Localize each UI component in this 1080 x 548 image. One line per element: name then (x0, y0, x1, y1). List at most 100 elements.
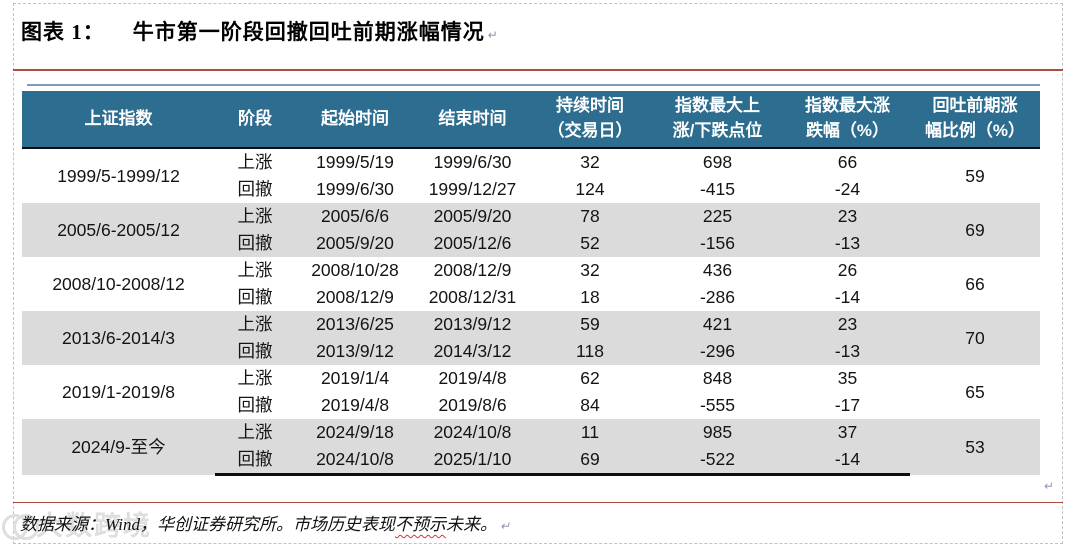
pct-cell: 37 (785, 419, 910, 446)
end-cell: 2008/12/9 (415, 257, 530, 284)
pct-cell: -17 (785, 392, 910, 419)
pct-cell: 23 (785, 311, 910, 338)
table-row: 回撤 1999/6/30 1999/12/27 124 -415 -24 (22, 176, 1040, 203)
stage-cell: 上涨 (215, 203, 295, 230)
data-source-note: 数据来源：Wind，华创证券研究所。市场历史表现不预示未来。 ↵ (20, 510, 510, 535)
days-cell: 78 (530, 203, 650, 230)
days-cell: 11 (530, 419, 650, 446)
start-cell: 2005/6/6 (295, 203, 415, 230)
stage-cell: 上涨 (215, 419, 295, 446)
giveback-cell: 66 (910, 257, 1040, 311)
pullback-table: 上证指数 阶段 起始时间 结束时间 持续时间 （交易日） 指数最大上 涨/下跌点位 … (22, 91, 1040, 476)
giveback-cell: 59 (910, 148, 1040, 203)
points-cell: -415 (650, 176, 785, 203)
source-text-end: 未来。 (445, 515, 497, 534)
points-cell: 848 (650, 365, 785, 392)
pct-cell: -14 (785, 284, 910, 311)
points-cell: 698 (650, 148, 785, 176)
points-cell: 436 (650, 257, 785, 284)
pct-cell: -14 (785, 446, 910, 476)
days-cell: 84 (530, 392, 650, 419)
col-header-stage: 阶段 (215, 91, 295, 149)
period-cell: 2019/1-2019/8 (22, 365, 215, 419)
table-row: 2013/6-2014/3 上涨 2013/6/25 2013/9/12 59 … (22, 311, 1040, 365)
table-top-blue-rule (27, 84, 1040, 86)
end-cell: 2005/9/20 (415, 203, 530, 230)
col-header-end: 结束时间 (415, 91, 530, 149)
stage-cell: 上涨 (215, 148, 295, 176)
points-cell: -156 (650, 230, 785, 257)
start-cell: 2019/4/8 (295, 392, 415, 419)
end-cell: 2008/12/31 (415, 284, 530, 311)
days-cell: 118 (530, 338, 650, 365)
points-cell: -522 (650, 446, 785, 476)
watermark-logo-icon (2, 514, 39, 540)
col-header-index: 上证指数 (22, 91, 215, 149)
col-header-pct: 指数最大涨 跌幅（%） (785, 91, 910, 149)
stage-cell: 上涨 (215, 311, 295, 338)
points-cell: 225 (650, 203, 785, 230)
col-header-giveback: 回吐前期涨 幅比例（%） (910, 91, 1040, 149)
days-cell: 52 (530, 230, 650, 257)
table-row: 回撤 2008/12/9 2008/12/31 18 -286 -14 (22, 284, 1040, 311)
pct-cell: 35 (785, 365, 910, 392)
stage-cell: 回撤 (215, 338, 295, 365)
period-cell: 2005/6-2005/12 (22, 203, 215, 257)
days-cell: 32 (530, 148, 650, 176)
spellcheck-squiggle-text: 不预示 (394, 515, 446, 534)
table-row: 2008/10-2008/12 上涨 2008/10/28 2008/12/9 … (22, 257, 1040, 311)
end-cell: 2013/9/12 (415, 311, 530, 338)
watermark-text: 大数跨境 (36, 511, 152, 541)
stage-cell: 回撤 (215, 284, 295, 311)
table-row: 2024/9-至今 上涨 2024/9/18 2024/10/8 11 985 … (22, 419, 1040, 475)
points-cell: -555 (650, 392, 785, 419)
pct-cell: 23 (785, 203, 910, 230)
start-cell: 2013/6/25 (295, 311, 415, 338)
figure-title-text: 牛市第一阶段回撤回吐前期涨幅情况 (132, 20, 485, 44)
table-row: 回撤 2019/4/8 2019/8/6 84 -555 -17 (22, 392, 1040, 419)
top-red-rule (13, 69, 1063, 71)
col-header-points: 指数最大上 涨/下跌点位 (650, 91, 785, 149)
giveback-cell: 70 (910, 311, 1040, 365)
table-row: 1999/5-1999/12 上涨 1999/5/19 1999/6/30 32… (22, 148, 1040, 203)
paragraph-mark-icon: ↵ (487, 28, 499, 42)
start-cell: 2008/10/28 (295, 257, 415, 284)
table-row: 回撤 2013/9/12 2014/3/12 118 -296 -13 (22, 338, 1040, 365)
end-cell: 2019/8/6 (415, 392, 530, 419)
bottom-red-rule (13, 502, 1063, 503)
end-cell: 2025/1/10 (415, 446, 530, 476)
end-cell: 1999/6/30 (415, 148, 530, 176)
stage-cell: 回撤 (215, 392, 295, 419)
period-cell: 1999/5-1999/12 (22, 148, 215, 203)
period-cell: 2013/6-2014/3 (22, 311, 215, 365)
giveback-cell: 53 (910, 419, 1040, 475)
stage-cell: 上涨 (215, 257, 295, 284)
pct-cell: -24 (785, 176, 910, 203)
pct-cell: -13 (785, 230, 910, 257)
days-cell: 62 (530, 365, 650, 392)
days-cell: 124 (530, 176, 650, 203)
end-cell: 2005/12/6 (415, 230, 530, 257)
pct-cell: 26 (785, 257, 910, 284)
days-cell: 69 (530, 446, 650, 476)
start-cell: 2024/9/18 (295, 419, 415, 446)
days-cell: 18 (530, 284, 650, 311)
end-cell: 1999/12/27 (415, 176, 530, 203)
end-cell: 2024/10/8 (415, 419, 530, 446)
stage-cell: 上涨 (215, 365, 295, 392)
start-cell: 2024/10/8 (295, 446, 415, 476)
period-cell: 2008/10-2008/12 (22, 257, 215, 311)
days-cell: 32 (530, 257, 650, 284)
table-row: 回撤 2024/10/8 2025/1/10 69 -522 -14 (22, 446, 1040, 476)
start-cell: 1999/5/19 (295, 148, 415, 176)
pct-cell: -13 (785, 338, 910, 365)
days-cell: 59 (530, 311, 650, 338)
start-cell: 1999/6/30 (295, 176, 415, 203)
pct-cell: 66 (785, 148, 910, 176)
start-cell: 2008/12/9 (295, 284, 415, 311)
stage-cell: 回撤 (215, 446, 295, 476)
period-cell: 2024/9-至今 (22, 419, 215, 475)
table-row: 2005/6-2005/12 上涨 2005/6/6 2005/9/20 78 … (22, 203, 1040, 257)
table-row: 2019/1-2019/8 上涨 2019/1/4 2019/4/8 62 84… (22, 365, 1040, 419)
